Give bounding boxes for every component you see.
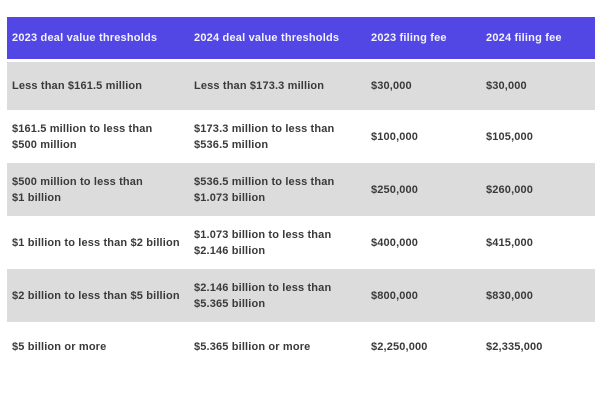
fee-2024-cell: $830,000 (481, 269, 595, 322)
fee-2023-cell: $2,250,000 (366, 322, 481, 372)
fee-2024-cell: $2,335,000 (481, 322, 595, 372)
fee-2024-cell: $30,000 (481, 62, 595, 110)
threshold-2023-cell: Less than $161.5 million (7, 62, 189, 110)
table-row: $2 billion to less than $5 billion $2.14… (7, 269, 595, 322)
table-row: $5 billion or more $5.365 billion or mor… (7, 322, 595, 372)
threshold-2023-cell: $161.5 million to less than $500 million (7, 110, 189, 163)
threshold-2024-cell: $1.073 billion to less than $2.146 billi… (189, 216, 366, 269)
threshold-2024-cell: $536.5 million to less than $1.073 billi… (189, 163, 366, 216)
fee-2023-cell: $400,000 (366, 216, 481, 269)
threshold-2023-cell: $500 million to less than $1 billion (7, 163, 189, 216)
threshold-2024-cell: $2.146 billion to less than $5.365 billi… (189, 269, 366, 322)
table-row: Less than $161.5 million Less than $173.… (7, 62, 595, 110)
fee-2023-cell: $250,000 (366, 163, 481, 216)
fee-2023-cell: $800,000 (366, 269, 481, 322)
threshold-2023-cell: $1 billion to less than $2 billion (7, 216, 189, 269)
table-row: $500 million to less than $1 billion $53… (7, 163, 595, 216)
fee-2024-cell: $415,000 (481, 216, 595, 269)
threshold-2023-cell: $2 billion to less than $5 billion (7, 269, 189, 322)
column-header-2024-filing-fee: 2024 filing fee (481, 17, 595, 62)
fee-2024-cell: $105,000 (481, 110, 595, 163)
fee-2023-cell: $100,000 (366, 110, 481, 163)
fee-2024-cell: $260,000 (481, 163, 595, 216)
threshold-2024-cell: $173.3 million to less than $536.5 milli… (189, 110, 366, 163)
filing-fee-table: 2023 deal value thresholds 2024 deal val… (7, 17, 595, 372)
table-row: $161.5 million to less than $500 million… (7, 110, 595, 163)
column-header-2023-filing-fee: 2023 filing fee (366, 17, 481, 62)
threshold-2023-cell: $5 billion or more (7, 322, 189, 372)
table-header-row: 2023 deal value thresholds 2024 deal val… (7, 17, 595, 62)
fee-2023-cell: $30,000 (366, 62, 481, 110)
table-row: $1 billion to less than $2 billion $1.07… (7, 216, 595, 269)
column-header-2023-thresholds: 2023 deal value thresholds (7, 17, 189, 62)
column-header-2024-thresholds: 2024 deal value thresholds (189, 17, 366, 62)
threshold-2024-cell: $5.365 billion or more (189, 322, 366, 372)
threshold-2024-cell: Less than $173.3 million (189, 62, 366, 110)
